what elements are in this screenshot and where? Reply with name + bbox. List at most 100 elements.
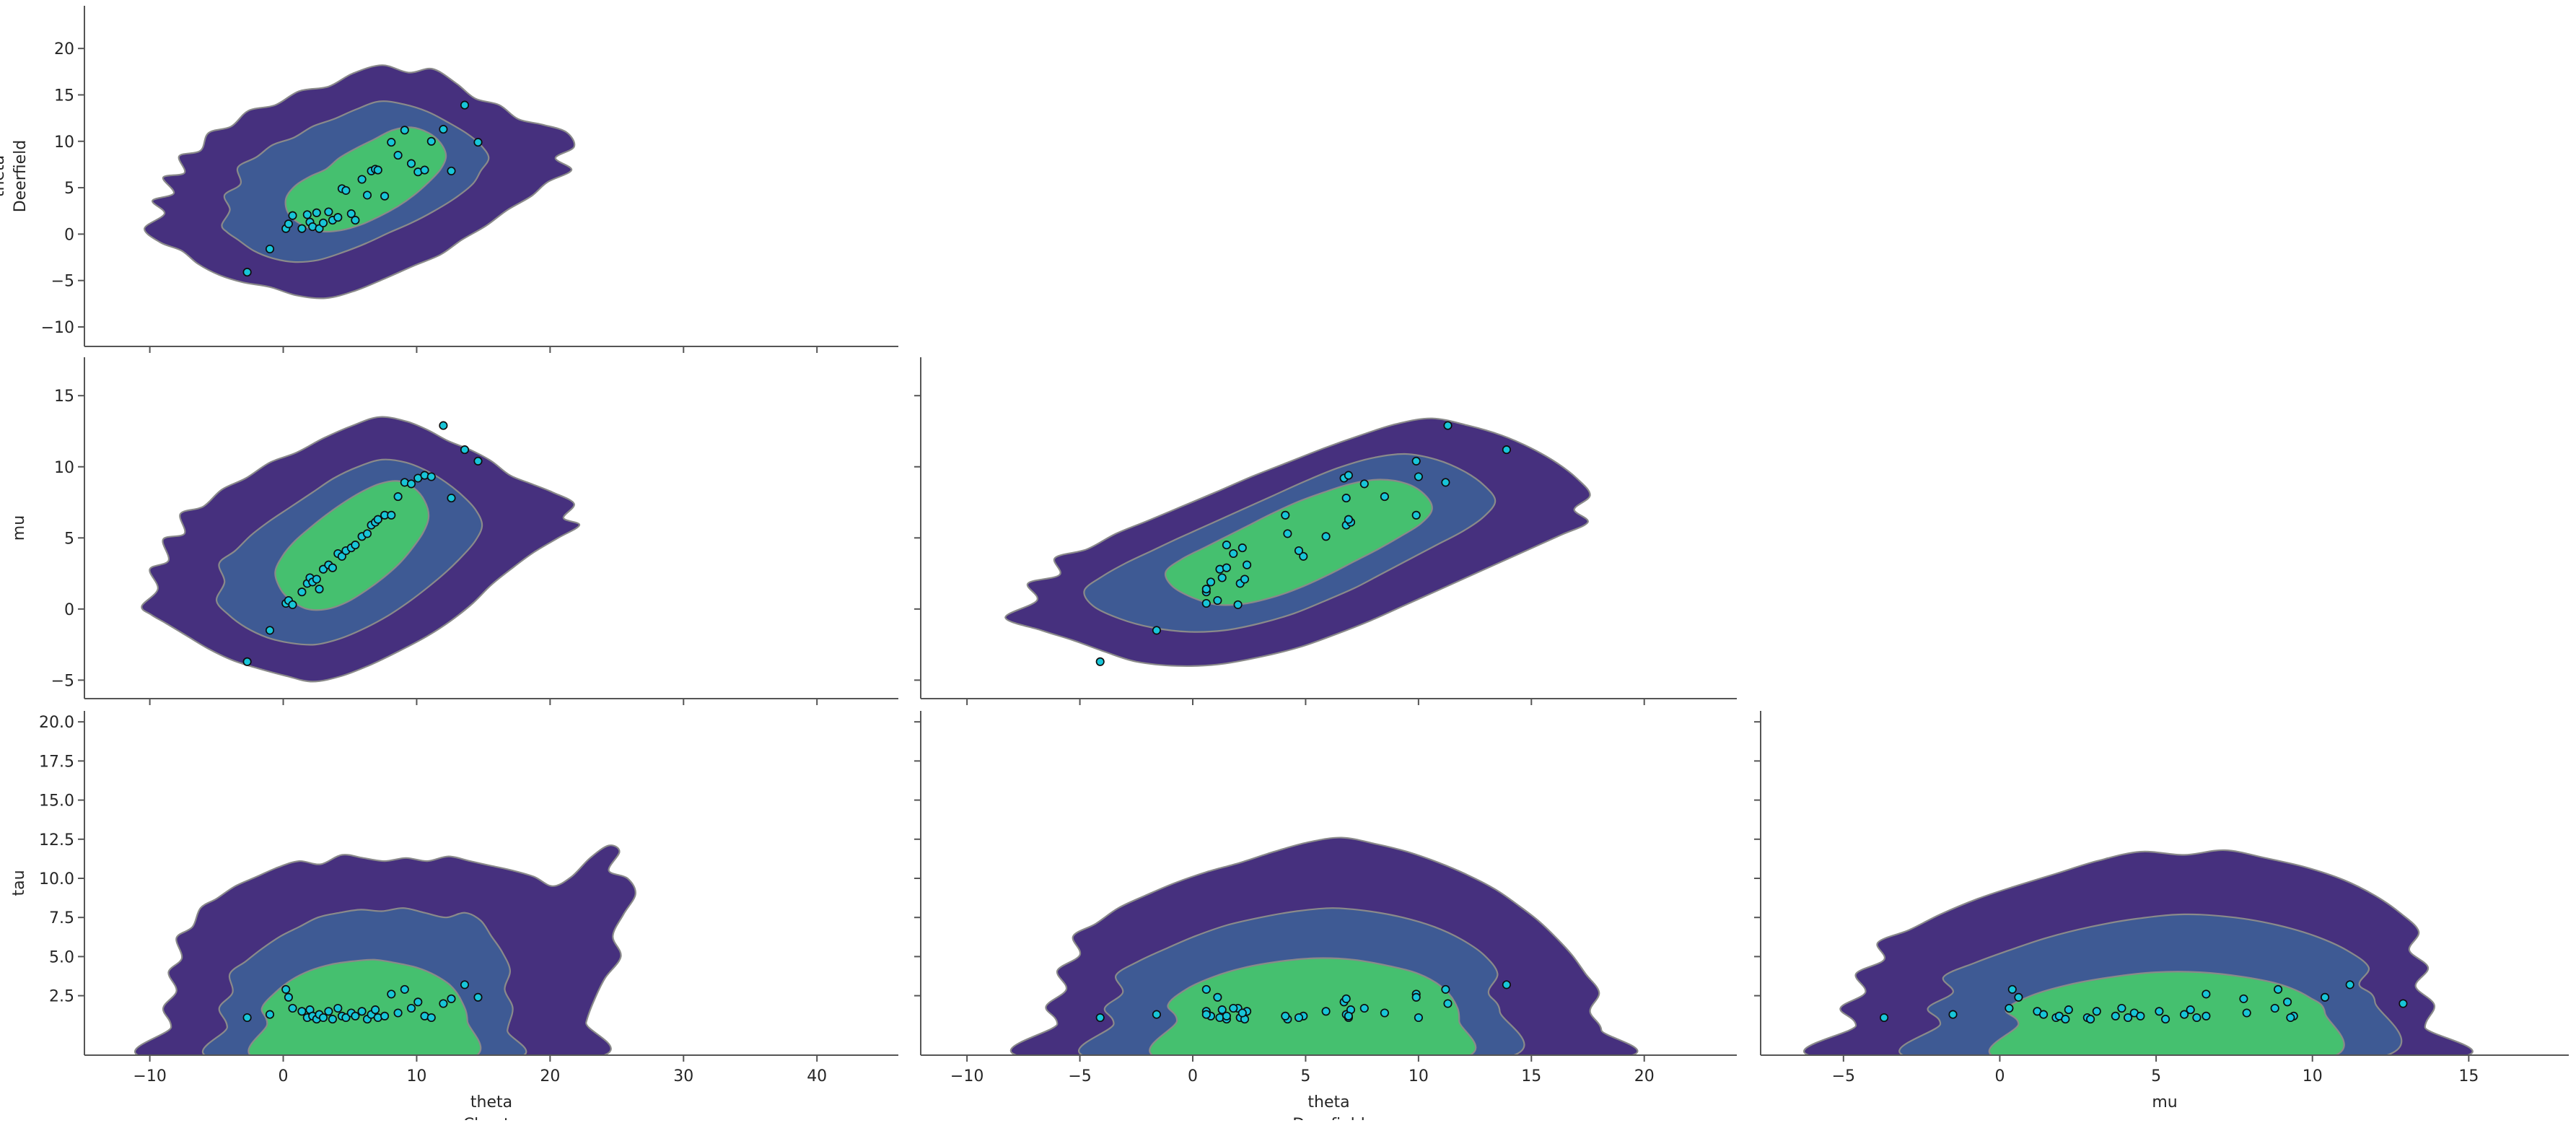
posterior-sample-point	[1443, 999, 1453, 1008]
y-tick-label: 17.5	[39, 753, 74, 771]
y-tick-label: 7.5	[49, 909, 74, 927]
posterior-sample-point	[265, 1010, 275, 1019]
posterior-sample-point	[2242, 1008, 2251, 1018]
posterior-sample-point	[1217, 1005, 1227, 1015]
posterior-sample-point	[373, 515, 382, 524]
y-tick-label: 0	[64, 601, 74, 619]
posterior-sample-point	[2186, 1005, 2195, 1015]
x-tick-label: 10	[406, 1067, 426, 1085]
posterior-sample-point	[1229, 1003, 1238, 1013]
posterior-sample-point	[387, 989, 396, 999]
posterior-sample-point	[1414, 1013, 1423, 1023]
x-tick-label: 0	[1188, 1067, 1198, 1085]
posterior-sample-point	[284, 219, 293, 229]
posterior-sample-point	[2124, 1013, 2133, 1023]
y-tick-label: −5	[51, 273, 74, 291]
x-tick-label: 40	[807, 1067, 827, 1085]
posterior-sample-point	[2283, 997, 2292, 1007]
posterior-sample-point	[357, 1007, 367, 1016]
posterior-sample-point	[1321, 1007, 1331, 1016]
posterior-sample-point	[1414, 472, 1423, 481]
x-tick-label: 5	[1300, 1067, 1310, 1085]
posterior-sample-point	[1948, 1010, 1958, 1019]
posterior-sample-point	[341, 1013, 351, 1023]
posterior-sample-point	[1359, 1003, 1369, 1013]
posterior-sample-point	[473, 992, 483, 1002]
posterior-sample-point	[288, 1003, 297, 1013]
posterior-sample-point	[265, 244, 275, 254]
posterior-sample-point	[1229, 549, 1238, 559]
y-tick-label: 10.0	[39, 870, 74, 888]
posterior-sample-point	[1237, 1008, 1247, 1018]
y-tick-label: −5	[51, 672, 74, 690]
posterior-sample-point	[393, 151, 403, 160]
posterior-sample-point	[333, 1003, 343, 1013]
posterior-sample-point	[1095, 1013, 1105, 1023]
posterior-sample-point	[413, 997, 423, 1007]
panel-mu-vs-theta-choate	[141, 416, 581, 683]
posterior-sample-point	[1341, 994, 1351, 1003]
posterior-sample-point	[297, 1007, 307, 1016]
y-tick-label: 12.5	[39, 831, 74, 849]
posterior-sample-point	[2270, 1003, 2279, 1013]
posterior-sample-point	[1344, 515, 1353, 524]
posterior-sample-point	[371, 1005, 380, 1015]
posterior-sample-point	[426, 472, 436, 481]
x-tick-label: −5	[1832, 1067, 1855, 1085]
posterior-sample-point	[318, 218, 328, 227]
posterior-sample-point	[420, 165, 429, 175]
y-tick-label: 5.0	[49, 948, 74, 966]
posterior-sample-point	[1281, 1011, 1290, 1021]
x-tick-label: −5	[1068, 1067, 1091, 1085]
posterior-sample-point	[1217, 573, 1227, 582]
y-axis-label: mu	[10, 515, 28, 541]
posterior-sample-point	[373, 165, 382, 175]
posterior-sample-point	[324, 1007, 333, 1016]
kde-contour-inner	[1164, 479, 1433, 606]
y-tick-label: 0	[64, 226, 74, 244]
posterior-sample-point	[1359, 479, 1369, 489]
posterior-sample-point	[312, 574, 321, 584]
posterior-sample-point	[1213, 992, 1222, 1002]
posterior-sample-point	[281, 984, 291, 994]
posterior-sample-point	[2136, 1011, 2145, 1021]
posterior-sample-point	[1299, 551, 1308, 561]
posterior-sample-point	[2202, 989, 2211, 999]
panel-tau-vs-theta-deerfield	[1009, 836, 1639, 1055]
posterior-sample-point	[460, 100, 470, 110]
posterior-sample-point	[473, 456, 483, 466]
posterior-sample-point	[406, 159, 416, 168]
posterior-sample-point	[302, 210, 312, 219]
posterior-sample-point	[400, 126, 409, 135]
x-tick-label: −10	[133, 1067, 166, 1085]
posterior-sample-point	[1243, 560, 1252, 569]
panel-mu-vs-theta-deerfield	[1004, 417, 1591, 668]
posterior-sample-point	[328, 563, 337, 572]
posterior-sample-point	[2117, 1003, 2126, 1013]
posterior-sample-point	[2155, 1007, 2164, 1016]
posterior-sample-point	[1380, 492, 1389, 502]
posterior-sample-point	[284, 992, 293, 1002]
posterior-sample-point	[439, 421, 448, 430]
x-tick-label: 30	[673, 1067, 693, 1085]
posterior-sample-point	[1443, 421, 1453, 430]
posterior-sample-point	[2345, 980, 2354, 989]
posterior-sample-point	[242, 1013, 252, 1023]
posterior-sample-point	[2064, 1005, 2073, 1015]
x-tick-label: 0	[279, 1067, 289, 1085]
x-axis-label: thetaChoate	[463, 1093, 520, 1120]
x-tick-label: 10	[1409, 1067, 1429, 1085]
y-tick-label: 20.0	[39, 714, 74, 732]
y-tick-label: 15	[54, 87, 74, 105]
posterior-sample-point	[2192, 1013, 2202, 1023]
posterior-sample-point	[400, 984, 409, 994]
posterior-sample-point	[2398, 999, 2408, 1008]
posterior-sample-point	[1411, 510, 1421, 520]
posterior-sample-point	[1341, 494, 1351, 503]
posterior-sample-point	[2274, 984, 2283, 994]
posterior-sample-point	[2239, 994, 2248, 1003]
posterior-sample-point	[315, 585, 324, 594]
